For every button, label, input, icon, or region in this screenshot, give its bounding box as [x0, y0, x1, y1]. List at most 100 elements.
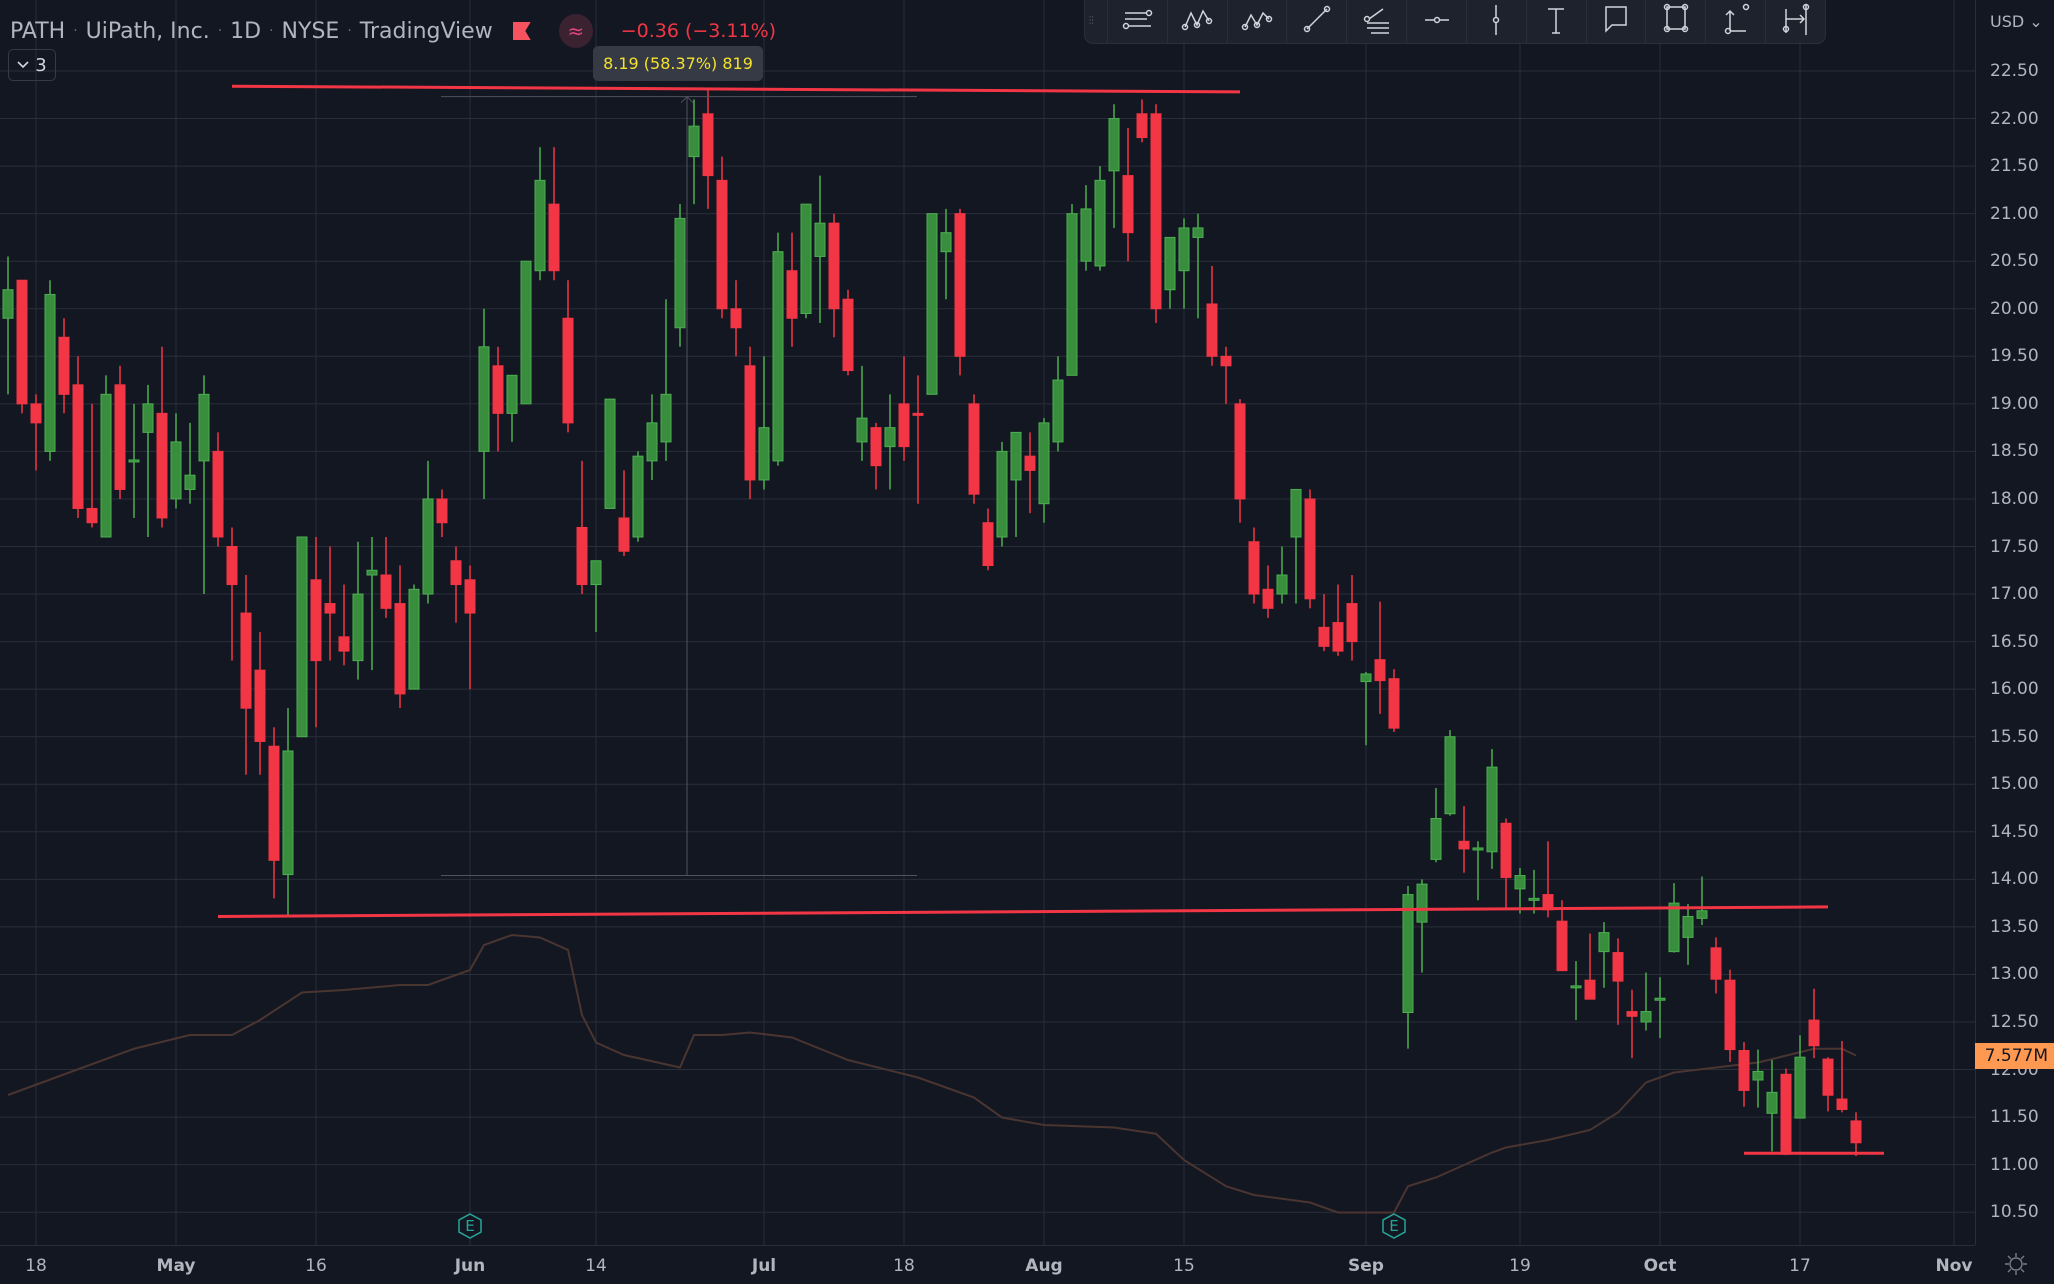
candle-body — [184, 474, 196, 490]
candle-bearish — [310, 536, 322, 728]
candle-bearish — [898, 356, 910, 461]
currency-selector[interactable]: USD ⌄ — [1990, 12, 2043, 31]
candlestick-chart[interactable] — [0, 0, 1975, 1245]
candle-body — [72, 384, 84, 509]
candle-body — [1640, 1011, 1652, 1023]
candle-bullish — [1486, 749, 1498, 869]
tool-trend-line[interactable] — [1286, 0, 1346, 43]
candle-body — [394, 603, 406, 695]
candle-bullish — [814, 175, 826, 324]
candle-bullish — [282, 708, 294, 918]
candle-bullish — [1794, 1035, 1806, 1119]
candle-body — [702, 113, 714, 177]
time-tick-label: Aug — [1025, 1256, 1063, 1276]
separator: · — [269, 23, 274, 39]
volume-ma-badge: 7.577M — [1975, 1042, 2054, 1069]
interval[interactable]: 1D — [230, 18, 262, 44]
price-axis[interactable]: 22.50 22.00 21.50 21.00 20.50 20.00 19.50 19.00… — [1975, 0, 2054, 1245]
candle-body — [1710, 947, 1722, 980]
candle-bullish — [1094, 166, 1106, 271]
price-tick-label: 13.00 — [1990, 964, 2039, 985]
candle-body — [940, 232, 952, 253]
drawing-toolbar — [1084, 0, 1826, 44]
candle-body — [520, 260, 532, 405]
candle-bullish — [996, 441, 1008, 547]
tool-text[interactable] — [1525, 0, 1586, 43]
candle-bearish — [1318, 594, 1330, 652]
candle-body — [1556, 920, 1568, 972]
candle-body — [422, 498, 434, 595]
candle-body — [170, 441, 182, 500]
candle-bullish — [1052, 356, 1064, 452]
tool-rectangle[interactable] — [1645, 0, 1705, 43]
price-change: −0.36 (−3.11%) — [620, 20, 777, 42]
candle-body — [1514, 875, 1526, 890]
waves-icon[interactable]: ≈ — [558, 14, 593, 48]
callout-icon — [1605, 6, 1627, 33]
tool-price-range[interactable] — [1705, 0, 1765, 43]
candle-bullish — [100, 375, 112, 538]
candle-body — [1136, 113, 1148, 139]
candle-bearish — [492, 346, 504, 452]
drawings-layer[interactable] — [217, 84, 1884, 1155]
tool-callout[interactable] — [1585, 0, 1646, 43]
tool-date-range[interactable] — [1765, 0, 1825, 43]
earnings-marker[interactable]: E — [1381, 1213, 1407, 1239]
candle-body — [198, 393, 210, 462]
candle-bullish — [44, 280, 56, 461]
candle-body — [856, 417, 868, 443]
symbol-legend[interactable]: PATH · UiPath, Inc. · 1D · NYSE · Tradin… — [10, 14, 776, 48]
chart-grid — [0, 0, 1975, 1245]
candle-body — [30, 403, 42, 424]
candle-body — [1108, 118, 1120, 172]
candle-body — [884, 427, 896, 448]
candle-bearish — [1556, 900, 1568, 972]
price-tick-label: 17.00 — [1990, 584, 2039, 605]
candle-bullish — [1514, 867, 1526, 914]
candle-bullish — [1682, 904, 1694, 965]
candle-bearish — [1500, 818, 1512, 908]
tool-info-line[interactable] — [1346, 0, 1406, 43]
earnings-marker[interactable]: E — [457, 1213, 483, 1239]
candle-body — [1836, 1098, 1848, 1110]
candle-body — [352, 593, 364, 662]
candle-body — [1010, 431, 1022, 481]
candle-body — [1458, 840, 1470, 850]
candle-body — [58, 336, 70, 395]
indicators-collapse-button[interactable]: 3 — [8, 49, 56, 81]
candle-bearish — [716, 156, 728, 319]
candle-bullish — [1598, 922, 1610, 988]
time-tick-label: 18 — [893, 1256, 915, 1276]
candle-bullish — [506, 374, 518, 442]
candle-body — [296, 536, 308, 738]
candle-bullish — [772, 232, 784, 466]
candle-bearish — [1822, 1057, 1834, 1112]
candle-body — [282, 750, 294, 876]
time-axis[interactable]: 18 May 16 Jun 14 Jul 18 Aug 15 Sep 19 Oct 17 Nov — [0, 1245, 1975, 1284]
time-tick-label: Nov — [1935, 1256, 1973, 1276]
candle-bullish — [1290, 488, 1302, 604]
candle-body — [1682, 915, 1694, 938]
candle-body — [954, 213, 966, 357]
measurement-label: 8.19 (58.37%) 819 — [593, 46, 763, 81]
time-tick-label: May — [156, 1256, 196, 1276]
candle-bullish — [352, 541, 364, 680]
tool-vertical-line[interactable] — [1465, 0, 1526, 43]
price-tick-label: 16.50 — [1990, 631, 2039, 652]
candle-bullish — [1654, 977, 1666, 1039]
candle-body — [86, 507, 98, 524]
tool-path[interactable] — [1166, 0, 1227, 43]
price-range-icon — [1724, 3, 1749, 35]
tool-horizontal-line[interactable] — [1406, 0, 1466, 43]
chart-settings-button[interactable] — [2000, 1248, 2032, 1280]
candle-body — [1150, 113, 1162, 310]
tool-horizontal-ray[interactable] — [1107, 0, 1167, 43]
candle-body — [16, 279, 28, 405]
candle-body — [1346, 603, 1358, 643]
candle-bearish — [1850, 1112, 1862, 1157]
tool-polyline[interactable] — [1226, 0, 1287, 43]
flag-icon[interactable] — [512, 22, 531, 40]
candle-body — [100, 393, 112, 538]
candle-body — [1276, 574, 1288, 595]
toolbar-drag-handle[interactable] — [1085, 0, 1107, 43]
